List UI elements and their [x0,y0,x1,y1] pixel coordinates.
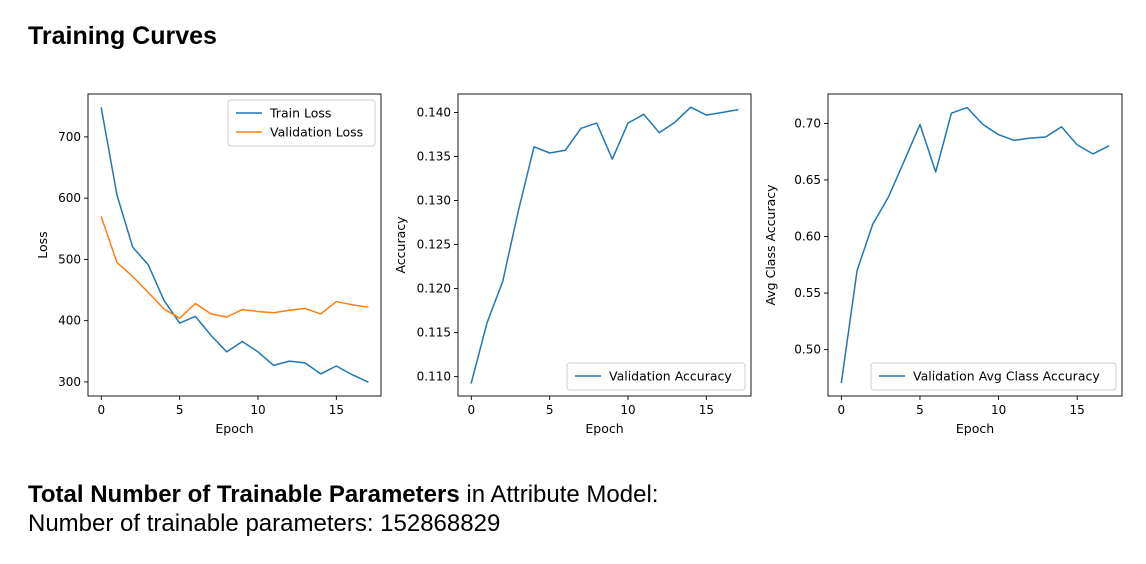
y-tick-label: 300 [58,375,81,389]
y-tick-label: 500 [58,252,81,266]
x-tick-label: 0 [838,403,846,417]
chart-1: 0 5 10 15 300 400 500 600 700 Epoch Loss Train Loss… [35,93,382,436]
y-tick-label: 0.140 [417,105,451,119]
legend-label: Validation Accuracy [609,369,732,384]
x-tick-label: 0 [97,403,105,417]
x-tick-label: 15 [699,403,714,417]
parameter-summary: Total Number of Trainable Parameters in … [28,480,658,538]
y-tick-label: 0.70 [794,116,821,130]
x-tick-label: 10 [620,403,635,417]
x-axis-label: Epoch [956,421,994,436]
y-tick-label: 700 [58,130,81,144]
y-axis-label: Loss [35,231,50,258]
parameter-count: Number of trainable parameters: 15286882… [28,510,501,537]
x-tick-label: 10 [991,403,1006,417]
x-tick-label: 0 [467,403,475,417]
x-tick-label: 5 [176,403,184,417]
y-tick-label: 600 [58,191,81,205]
x-axis-label: Epoch [585,421,623,436]
chart-3: 0 5 10 15 0.50 0.55 0.60 0.65 0.70 Epoch Avg Class… [763,93,1123,436]
y-tick-label: 0.60 [794,230,821,244]
plot-frame [87,93,382,397]
chart-2: 0 5 10 15 0.110 0.115 0.120 0.125 0.130 0.135 0.14… [393,93,752,436]
y-tick-label: 0.125 [417,238,451,252]
y-tick-label: 0.120 [417,282,451,296]
legend-box [227,99,376,147]
x-axis-label: Epoch [215,421,253,436]
y-tick-label: 0.55 [794,286,821,300]
page-title: Training Curves [28,22,217,50]
legend-label: Train Loss [269,106,331,121]
legend: Train Loss Validation Loss [227,99,376,147]
y-tick-label: 0.50 [794,343,821,357]
y-tick-label: 0.65 [794,173,821,187]
y-tick-label: 0.130 [417,194,451,208]
y-tick-label: 400 [58,314,81,328]
legend-box [566,362,746,391]
plot-frame [827,93,1123,397]
y-axis-label: Accuracy [393,216,408,274]
legend-label: Validation Avg Class Accuracy [913,369,1100,384]
y-tick-label: 0.110 [417,370,451,384]
x-tick-label: 15 [1070,403,1085,417]
series-line-1 [470,106,739,384]
parameter-summary-heading: Total Number of Trainable Parameters [28,481,460,508]
series-line-1 [100,107,369,383]
y-axis-label: Avg Class Accuracy [763,184,778,306]
x-tick-label: 15 [329,403,344,417]
y-tick-label: 0.135 [417,150,451,164]
legend-box [870,362,1117,391]
y-tick-label: 0.115 [417,326,451,340]
x-tick-label: 5 [916,403,924,417]
legend: Validation Accuracy [566,362,746,391]
x-tick-label: 10 [250,403,265,417]
legend-label: Validation Loss [270,125,363,140]
series-line-1 [840,106,1110,384]
parameter-summary-line1: Total Number of Trainable Parameters in … [28,480,658,509]
x-tick-label: 5 [546,403,554,417]
parameter-summary-suffix: in Attribute Model: [459,481,659,508]
legend: Validation Avg Class Accuracy [870,362,1117,391]
series-line-2 [100,216,369,319]
